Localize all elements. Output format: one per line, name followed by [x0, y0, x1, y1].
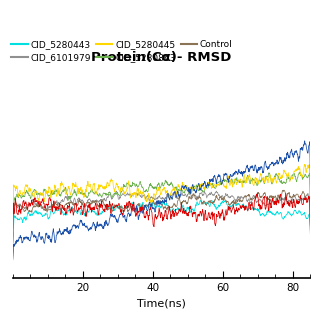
Legend: CID_5280443, CID_6101979, CID_5280445, CID_5280863, Control: CID_5280443, CID_6101979, CID_5280445, C…: [12, 40, 233, 62]
Title: Protein(Cα)- RMSD: Protein(Cα)- RMSD: [92, 51, 232, 64]
X-axis label: Time(ns): Time(ns): [137, 299, 186, 309]
